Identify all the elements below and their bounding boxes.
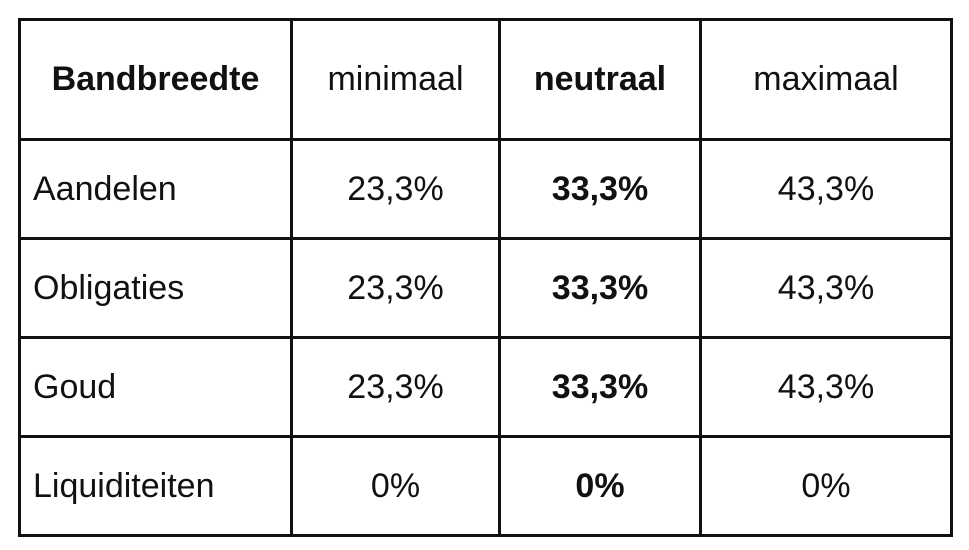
header-cell: Bandbreedte (18, 18, 293, 141)
header-cell: neutraal (498, 18, 702, 141)
table-row: Aandelen 23,3% 33,3% 43,3% (18, 138, 953, 240)
table-cell: 23,3% (290, 336, 501, 438)
row-label: Liquiditeiten (18, 435, 293, 537)
header-cell: minimaal (290, 18, 501, 141)
table-cell: 23,3% (290, 138, 501, 240)
table-cell: 0% (498, 435, 702, 537)
header-cell: maximaal (699, 18, 953, 141)
table-cell: 43,3% (699, 237, 953, 339)
allocation-table: Bandbreedte minimaal neutraal maximaal A… (18, 18, 953, 537)
table-cell: 23,3% (290, 237, 501, 339)
table-row: Obligaties 23,3% 33,3% 43,3% (18, 237, 953, 339)
table-cell: 33,3% (498, 237, 702, 339)
table-cell: 0% (290, 435, 501, 537)
table-cell: 33,3% (498, 336, 702, 438)
table-cell: 43,3% (699, 138, 953, 240)
table-header: Bandbreedte minimaal neutraal maximaal (18, 18, 953, 141)
table-cell: 33,3% (498, 138, 702, 240)
table-row: Goud 23,3% 33,3% 43,3% (18, 336, 953, 438)
row-label: Aandelen (18, 138, 293, 240)
table-cell: 0% (699, 435, 953, 537)
row-label: Goud (18, 336, 293, 438)
header-row: Bandbreedte minimaal neutraal maximaal (18, 18, 953, 141)
table-body: Aandelen 23,3% 33,3% 43,3% Obligaties 23,3% 33… (18, 138, 953, 537)
row-label: Obligaties (18, 237, 293, 339)
table-cell: 43,3% (699, 336, 953, 438)
table-row: Liquiditeiten 0% 0% 0% (18, 435, 953, 537)
